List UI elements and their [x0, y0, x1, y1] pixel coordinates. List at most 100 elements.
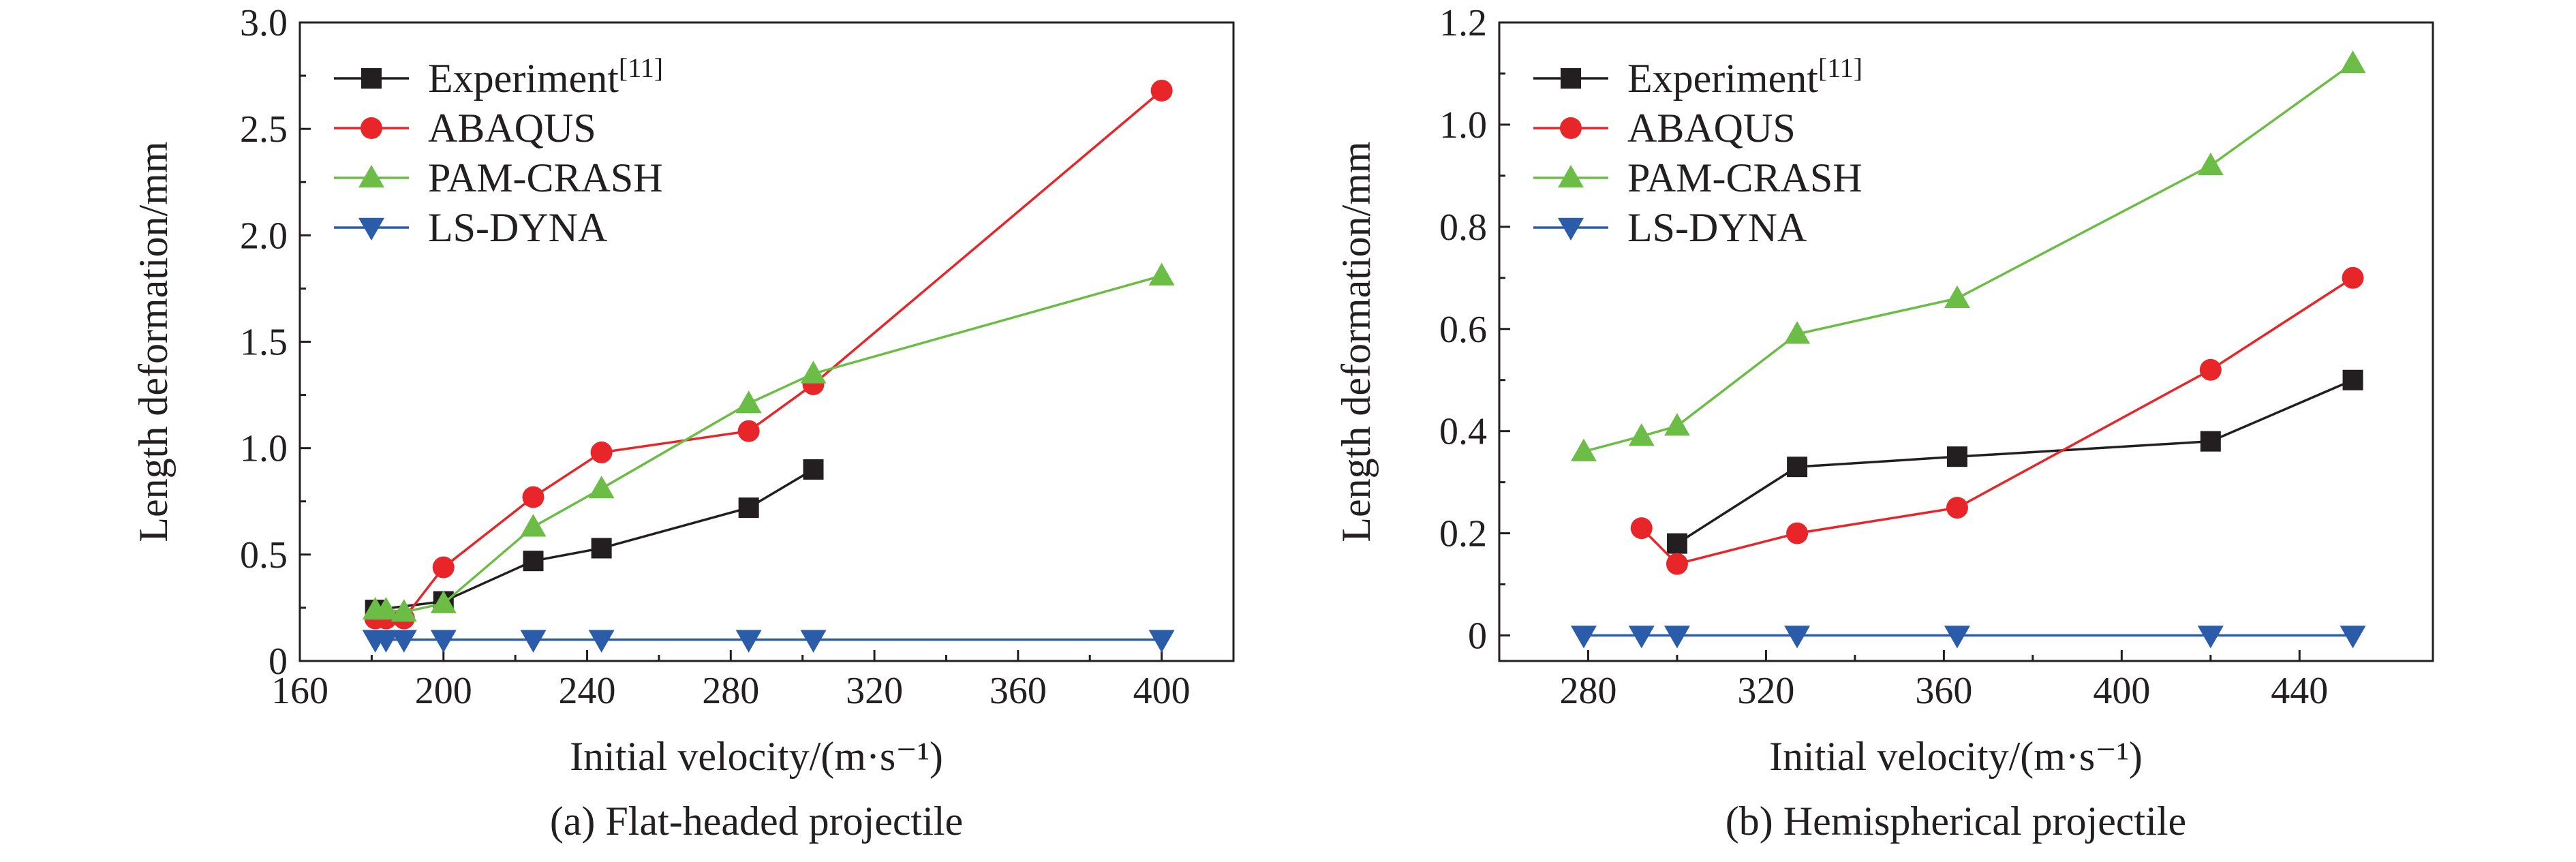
- legend-marker-ls-dyna: [358, 217, 384, 241]
- chart-panel-a: 160 200 240 280 320 360 400 0 0.5 1.0 1.5 2.0 2.5 3.0…: [131, 2, 1235, 844]
- x-tick-label: 400: [2093, 670, 2150, 712]
- data-point-pam-crash: [1663, 413, 1690, 436]
- legend-label-pam-crash: PAM-CRASH: [1627, 155, 1862, 200]
- data-point-pam-crash: [2197, 152, 2224, 176]
- data-point-pam-crash: [390, 599, 417, 622]
- y-tick-label: 3.0: [240, 2, 288, 44]
- data-point-ls-dyna: [735, 630, 762, 653]
- series-experiment: [1666, 369, 2363, 554]
- x-tick-label: 160: [271, 670, 328, 712]
- panel-caption: (a) Flat-headed projectile: [550, 799, 963, 844]
- data-point-ls-dyna: [1628, 626, 1655, 649]
- panel-caption: (b) Hemispherical projectile: [1726, 799, 2186, 844]
- data-point-ls-dyna: [430, 630, 457, 653]
- y-tick-label: 1.0: [240, 428, 288, 470]
- series-pam-crash: [362, 262, 1175, 622]
- series-experiment: [365, 459, 824, 621]
- x-tick-label: 280: [702, 670, 759, 712]
- data-point-pam-crash: [1944, 285, 1970, 309]
- y-tick-label: 2.5: [240, 108, 288, 151]
- data-point-ls-dyna: [1944, 626, 1970, 649]
- data-point-abaqus: [2199, 358, 2222, 381]
- data-point-abaqus: [1630, 517, 1653, 540]
- data-point-ls-dyna: [390, 630, 417, 653]
- y-tick-label: 0.8: [1439, 206, 1487, 249]
- y-tick-label: 2.0: [240, 215, 288, 257]
- data-point-experiment: [2200, 431, 2221, 452]
- legend-marker-pam-crash: [1558, 165, 1584, 188]
- data-point-pam-crash: [373, 597, 399, 620]
- series-line-experiment: [1676, 379, 2354, 545]
- legend-marker-abaqus: [1560, 117, 1582, 139]
- y-tick-label: 1.0: [1439, 104, 1487, 147]
- chart-panel-b: 280 320 360 400 440 0 0.2 0.4 0.6 0.8 1.0 1.2 Initia…: [1334, 2, 2434, 844]
- y-tick-label: 0: [1468, 615, 1487, 658]
- y-tick-label: 1.5: [240, 322, 288, 364]
- data-point-experiment: [738, 497, 759, 519]
- data-point-abaqus: [737, 420, 760, 442]
- y-tick-label: 0: [269, 641, 288, 683]
- legend-label-abaqus: ABAQUS: [428, 106, 596, 151]
- data-point-experiment: [2342, 369, 2363, 390]
- data-point-ls-dyna: [2197, 626, 2224, 649]
- data-point-ls-dyna: [520, 630, 547, 653]
- data-point-experiment: [1787, 457, 1808, 478]
- y-tick-label: 1.2: [1439, 2, 1487, 44]
- data-point-ls-dyna: [1148, 630, 1175, 653]
- legend-label-abaqus: ABAQUS: [1627, 106, 1796, 151]
- y-axis-title: Length deformation/mm: [1334, 141, 1379, 542]
- data-point-ls-dyna: [1663, 626, 1690, 649]
- plot-frame: [1498, 21, 2434, 662]
- data-point-ls-dyna: [2340, 626, 2366, 649]
- x-tick-label: 280: [1559, 670, 1616, 712]
- data-point-experiment: [523, 551, 544, 572]
- series-line-abaqus: [1640, 277, 2354, 566]
- x-axis-title: Initial velocity/(m·s⁻¹): [1769, 734, 2143, 779]
- x-tick-label: 440: [2271, 670, 2328, 712]
- data-point-ls-dyna: [1784, 626, 1811, 649]
- data-point-abaqus: [432, 556, 455, 579]
- data-point-abaqus: [1666, 553, 1688, 575]
- data-point-ls-dyna: [800, 630, 827, 653]
- x-tick-label: 320: [1737, 670, 1794, 712]
- data-point-pam-crash: [1784, 321, 1811, 344]
- data-point-pam-crash: [800, 360, 827, 384]
- data-point-ls-dyna: [588, 630, 615, 653]
- legend-label-ls-dyna: LS-DYNA: [428, 205, 607, 250]
- data-point-pam-crash: [1148, 262, 1175, 286]
- x-tick-label: 360: [990, 670, 1047, 712]
- y-axis-title: Length deformation/mm: [131, 141, 176, 542]
- x-tick-label: 320: [846, 670, 903, 712]
- legend-label-ls-dyna: LS-DYNA: [1627, 205, 1807, 250]
- data-point-abaqus: [1946, 497, 1968, 519]
- data-point-pam-crash: [1570, 438, 1597, 461]
- series-line-pam-crash: [375, 274, 1163, 613]
- legend-label-pam-crash: PAM-CRASH: [428, 155, 663, 200]
- data-point-pam-crash: [430, 590, 457, 613]
- data-point-abaqus: [1786, 522, 1809, 544]
- y-tick-label: 0.2: [1439, 513, 1487, 555]
- x-axis-title: Initial velocity/(m·s⁻¹): [570, 734, 943, 779]
- legend-marker-experiment: [361, 68, 382, 89]
- data-point-experiment: [803, 459, 824, 480]
- data-point-abaqus: [522, 486, 545, 508]
- series-pam-crash: [1570, 50, 2366, 461]
- legend-marker-pam-crash: [358, 165, 384, 188]
- data-point-pam-crash: [588, 476, 615, 499]
- x-tick-label: 400: [1133, 670, 1191, 712]
- legend-marker-abaqus: [361, 117, 382, 139]
- series-ls-dyna: [362, 630, 1175, 653]
- data-point-abaqus: [1150, 79, 1173, 102]
- y-tick-label: 0.5: [240, 534, 288, 576]
- legend-label-experiment: Experiment[11]: [1627, 52, 1862, 101]
- data-point-pam-crash: [2340, 50, 2366, 74]
- data-point-pam-crash: [1628, 423, 1655, 446]
- data-point-pam-crash: [520, 514, 547, 537]
- data-point-abaqus: [590, 441, 613, 463]
- legend-marker-experiment: [1561, 68, 1581, 89]
- series-line-experiment: [375, 468, 814, 611]
- series-ls-dyna: [1570, 626, 2366, 649]
- legend-marker-ls-dyna: [1558, 217, 1584, 241]
